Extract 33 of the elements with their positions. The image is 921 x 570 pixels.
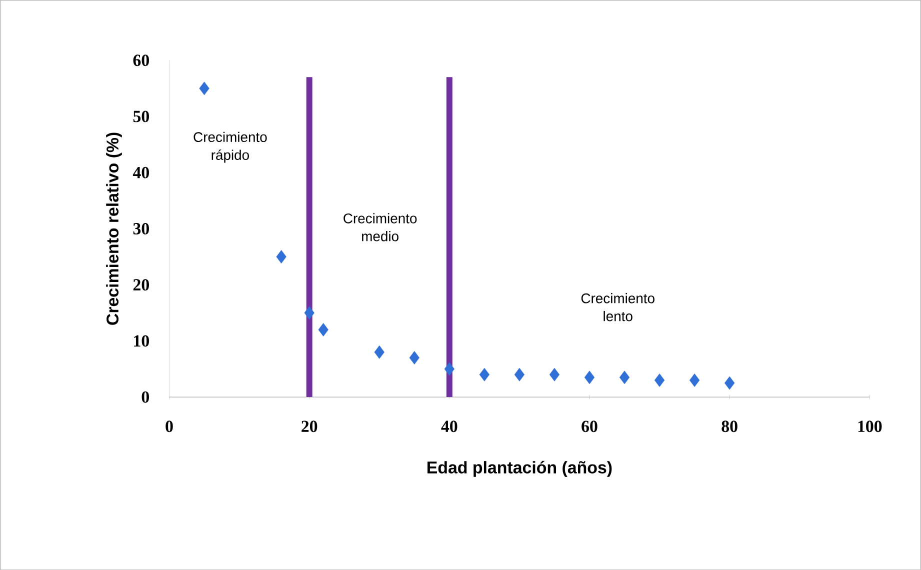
- point: [689, 373, 700, 387]
- annotation: Crecimiento medio: [344, 212, 417, 242]
- x-tick-label: 80: [722, 420, 738, 432]
- x-tick-label: 0: [166, 420, 173, 432]
- point: [318, 322, 328, 336]
- point: [304, 306, 314, 320]
- point: [374, 345, 384, 359]
- point: [514, 368, 525, 382]
- y-tick-label: 30: [133, 222, 149, 234]
- y-tick-label: 40: [132, 166, 149, 178]
- point: [584, 370, 595, 384]
- point: [409, 350, 420, 364]
- y-tick-label: 10: [134, 335, 149, 347]
- point: [654, 373, 665, 387]
- y-tick-label: 60: [133, 54, 149, 66]
- x-tick-label: 20: [302, 420, 318, 432]
- point: [479, 368, 490, 382]
- point: [724, 376, 735, 390]
- point: [619, 370, 630, 384]
- point: [444, 362, 454, 376]
- x-axis-title: Edad plantación (años): [428, 460, 612, 477]
- annotation: Crecimiento lento: [581, 292, 654, 322]
- point: [276, 250, 286, 264]
- annotation: Crecimiento rápido: [194, 132, 267, 163]
- y-axis-title: Crecimiento relativo (%): [106, 132, 122, 325]
- x-tick-label: 100: [858, 420, 882, 432]
- point: [549, 368, 560, 382]
- x-tick-label: 40: [441, 420, 458, 432]
- y-tick-label: 20: [133, 278, 149, 290]
- x-tick-label: 60: [582, 420, 598, 432]
- y-tick-label: 0: [142, 391, 149, 403]
- y-tick-label: 50: [133, 110, 149, 122]
- point: [199, 82, 210, 95]
